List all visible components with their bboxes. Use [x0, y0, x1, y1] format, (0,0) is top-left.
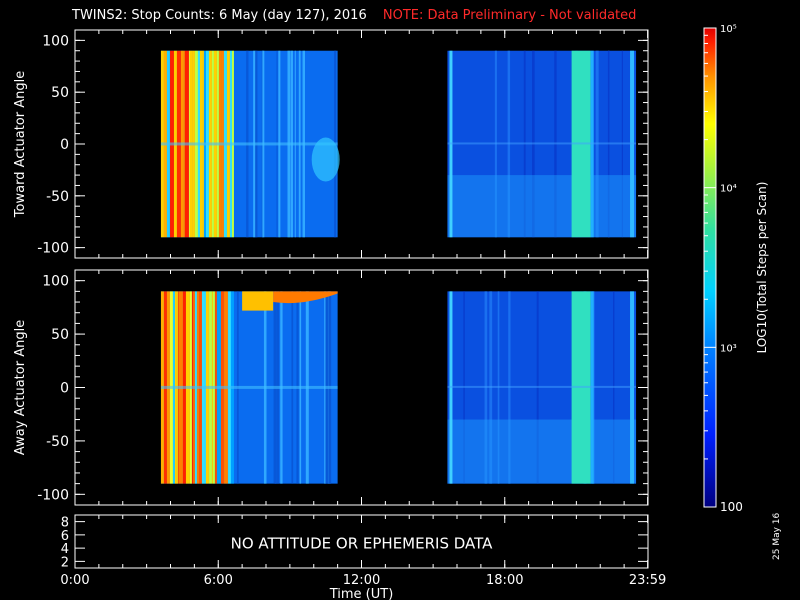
colorbar-tick-label: 100 [720, 500, 743, 514]
x-tick-label: 23:59 [629, 573, 666, 588]
x-tick-label: 0:00 [60, 573, 89, 588]
x-tick-label: 6:00 [204, 573, 233, 588]
y-axis-label: Away Actuator Angle [13, 320, 28, 455]
preliminary-note: NOTE: Data Preliminary - Not validated [382, 8, 637, 23]
title-text: TWINS2: Stop Counts: 6 May (day 127), 20… [72, 8, 367, 23]
x-tick-label: 18:00 [486, 573, 523, 588]
y-tick-label: 0 [60, 381, 69, 397]
y-axis-label: Toward Actuator Angle [13, 71, 28, 218]
away-panel: -100 -50 0 50 100 Away Actuator Angle [13, 269, 649, 506]
y-tick-label: -100 [37, 241, 69, 257]
colorbar-tick-label: 10⁵ [720, 24, 737, 35]
heatmap-cell [447, 419, 637, 484]
y-tick-label: 6 [61, 529, 69, 544]
toward-panel: -100 -50 0 50 100 Toward Actuator Angle [13, 29, 649, 259]
heatmap-cell [447, 142, 637, 145]
side-date: 25 May 16 [772, 512, 782, 560]
y-tick-label: 100 [42, 274, 69, 290]
colorbar-label: LOG10(Total Steps per Scan) [755, 182, 769, 354]
y-tick-label: 50 [51, 85, 69, 101]
x-axis-label: Time (UT) [329, 587, 394, 600]
heatmap-cell [447, 385, 637, 388]
x-axis: 0:00 6:00 12:00 18:00 23:59 Time (UT) [60, 573, 666, 600]
colorbar-tick-label: 10⁴ [720, 184, 737, 195]
heatmap-cell [160, 385, 338, 389]
heatmap-cell [447, 175, 637, 238]
colorbar-gradient [704, 28, 716, 507]
y-tick-label: -100 [37, 487, 69, 503]
colorbar-tick-label: 10³ [720, 343, 737, 354]
colorbar: 100 10³ 10⁴ 10⁵ LOG10(Total Steps per Scan) [703, 24, 769, 514]
y-tick-label: 100 [42, 33, 69, 49]
y-tick-label: -50 [46, 189, 69, 205]
y-tick-label: -50 [46, 434, 69, 450]
heatmap-cell [242, 291, 274, 311]
y-tick-label: 50 [51, 327, 69, 343]
data-block [447, 50, 637, 238]
heatmap-cell [311, 137, 340, 182]
chart-title: TWINS2: Stop Counts: 6 May (day 127), 20… [72, 8, 636, 23]
y-tick-label: 2 [61, 555, 69, 570]
no-data-message: NO ATTITUDE OR EPHEMERIS DATA [231, 535, 494, 553]
y-tick-label: 0 [60, 137, 69, 153]
y-tick-label: 4 [61, 542, 69, 557]
data-block [160, 291, 338, 484]
heatmap-cell [160, 142, 338, 146]
data-block [160, 50, 340, 238]
heatmap-cell [273, 291, 338, 304]
data-block [447, 291, 637, 484]
x-tick-label: 12:00 [343, 573, 380, 588]
y-tick-label: 8 [61, 516, 69, 531]
